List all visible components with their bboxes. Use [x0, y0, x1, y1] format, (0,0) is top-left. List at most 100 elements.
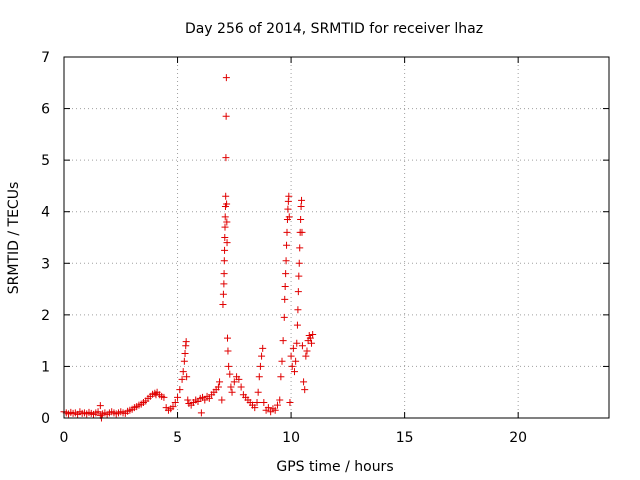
- data-point: [287, 352, 295, 360]
- data-point: [214, 383, 222, 391]
- data-point: [218, 396, 226, 404]
- x-tick-label: 20: [509, 430, 527, 446]
- data-point: [285, 213, 293, 221]
- data-point: [222, 112, 230, 120]
- x-axis-label: GPS time / hours: [276, 459, 393, 475]
- data-point: [286, 399, 294, 407]
- data-point: [216, 378, 224, 386]
- data-point: [293, 321, 301, 329]
- data-point: [294, 306, 302, 314]
- data-point: [290, 368, 298, 376]
- x-tick-label: 10: [282, 430, 300, 446]
- y-tick-label: 3: [41, 256, 50, 272]
- data-point: [201, 396, 209, 404]
- data-point: [180, 357, 188, 365]
- data-point: [221, 223, 229, 231]
- data-point: [221, 213, 229, 221]
- data-point: [259, 344, 267, 352]
- data-point: [220, 280, 228, 288]
- data-point: [219, 290, 227, 298]
- data-point: [235, 375, 243, 383]
- data-point: [281, 282, 289, 290]
- data-point: [225, 362, 233, 370]
- data-point: [277, 373, 285, 381]
- data-point: [222, 192, 230, 200]
- data-point: [258, 352, 266, 360]
- data-point: [293, 339, 301, 347]
- data-point: [302, 352, 310, 360]
- axis-ticks: [63, 56, 609, 419]
- data-point: [273, 401, 281, 409]
- data-point: [285, 192, 293, 200]
- data-point: [223, 239, 231, 247]
- data-point: [197, 409, 205, 417]
- data-points: [60, 74, 317, 422]
- data-point: [300, 378, 308, 386]
- x-tick-label: 0: [60, 430, 69, 446]
- data-point: [278, 357, 286, 365]
- chart-title: Day 256 of 2014, SRMTID for receiver lha…: [185, 21, 483, 37]
- x-tick-label: 15: [396, 430, 414, 446]
- data-point: [223, 218, 231, 226]
- data-point: [228, 388, 236, 396]
- data-point: [309, 330, 317, 338]
- y-tick-label: 1: [41, 359, 50, 375]
- y-axis-label: SRMTID / TECUs: [6, 182, 22, 295]
- data-point: [179, 368, 187, 376]
- data-point: [298, 228, 306, 236]
- data-point: [298, 196, 306, 204]
- data-point: [176, 386, 184, 394]
- data-point: [183, 373, 191, 381]
- data-point: [221, 234, 229, 241]
- data-point: [255, 373, 263, 381]
- y-tick-label: 4: [41, 205, 50, 221]
- data-point: [171, 399, 179, 407]
- data-point: [292, 357, 300, 365]
- data-point: [220, 270, 228, 278]
- data-point: [221, 246, 229, 254]
- data-point: [295, 259, 303, 267]
- data-point: [279, 337, 287, 345]
- data-point: [205, 394, 213, 402]
- data-point: [283, 228, 291, 236]
- data-point: [283, 241, 291, 249]
- data-point: [226, 370, 234, 378]
- data-point: [294, 288, 302, 296]
- data-point: [303, 347, 311, 355]
- data-point: [308, 339, 316, 347]
- data-point: [297, 215, 305, 223]
- data-point: [282, 257, 290, 265]
- y-tick-label: 0: [41, 411, 50, 427]
- data-point: [174, 393, 182, 401]
- grid-lines: [64, 57, 609, 418]
- data-point: [280, 313, 288, 321]
- data-point: [220, 257, 228, 265]
- data-point: [222, 74, 230, 82]
- data-point: [271, 406, 279, 414]
- data-point: [181, 350, 189, 358]
- data-point: [160, 393, 168, 401]
- y-tick-labels: 0 1 2 3 4 5 6 7: [41, 50, 50, 427]
- data-point: [224, 347, 232, 355]
- data-point: [224, 334, 231, 342]
- data-point: [296, 244, 304, 252]
- data-point: [256, 362, 264, 370]
- data-point: [298, 342, 306, 350]
- data-point: [227, 383, 235, 391]
- plot-frame: [63, 56, 610, 419]
- data-point: [223, 200, 231, 208]
- y-tick-label: 6: [41, 102, 50, 118]
- data-point: [281, 295, 289, 303]
- data-point: [260, 399, 268, 407]
- data-point: [306, 334, 314, 342]
- data-point: [254, 388, 262, 396]
- y-tick-label: 2: [41, 308, 50, 324]
- data-point: [182, 338, 190, 346]
- x-tick-labels: 0 5 10 15 20: [60, 430, 528, 446]
- data-point: [282, 270, 290, 278]
- y-tick-label: 5: [41, 153, 50, 169]
- data-point: [237, 383, 245, 391]
- data-point: [222, 154, 230, 162]
- data-point: [230, 378, 238, 386]
